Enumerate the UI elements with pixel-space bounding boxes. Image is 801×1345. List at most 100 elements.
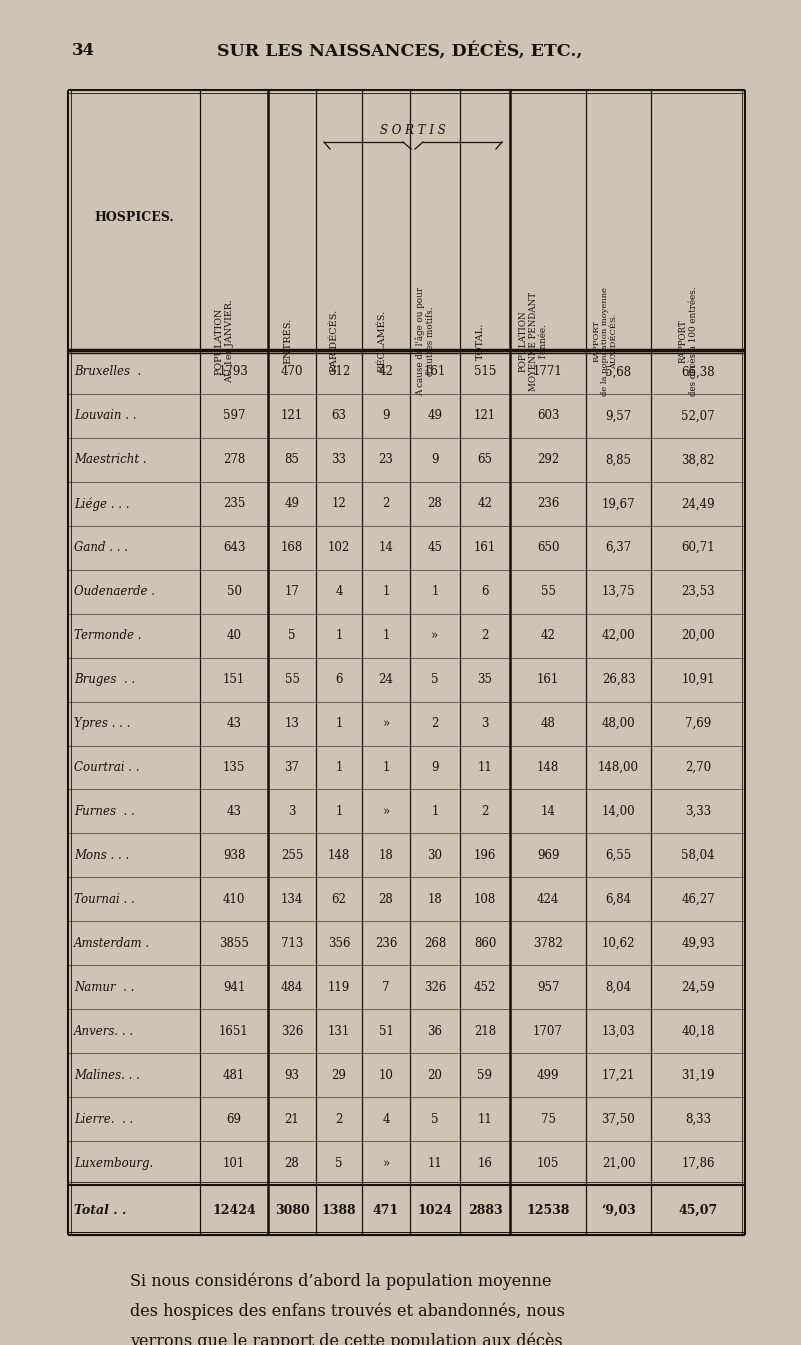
Text: 196: 196: [474, 849, 496, 862]
Text: Total . .: Total . .: [74, 1204, 127, 1216]
Text: 20: 20: [428, 1069, 442, 1081]
Text: Louvain . .: Louvain . .: [74, 409, 136, 422]
Text: 326: 326: [281, 1025, 304, 1038]
Text: 58,04: 58,04: [681, 849, 714, 862]
Text: 1: 1: [382, 761, 390, 773]
Text: 101: 101: [223, 1157, 245, 1170]
Text: des hospices des enfans trouvés et abandonnés, nous: des hospices des enfans trouvés et aband…: [130, 1303, 565, 1321]
Text: 168: 168: [281, 541, 303, 554]
Text: 7: 7: [382, 981, 390, 994]
Text: SUR LES NAISSANCES, DÉCÈS, ETC.,: SUR LES NAISSANCES, DÉCÈS, ETC.,: [217, 42, 583, 61]
Text: Oudenaerde .: Oudenaerde .: [74, 585, 155, 599]
Text: 63: 63: [332, 409, 347, 422]
Text: 12538: 12538: [526, 1204, 570, 1216]
Text: 2: 2: [336, 1112, 343, 1126]
Text: 69: 69: [227, 1112, 241, 1126]
Text: RAPPORT
des décès à 100 entrées.: RAPPORT des décès à 100 entrées.: [678, 286, 698, 395]
Text: 2: 2: [382, 498, 390, 510]
Text: 10: 10: [379, 1069, 393, 1081]
Text: 499: 499: [537, 1069, 559, 1081]
Text: 11: 11: [477, 1112, 493, 1126]
Text: 484: 484: [281, 981, 304, 994]
Text: ‘9,03: ‘9,03: [601, 1204, 636, 1216]
Text: 235: 235: [223, 498, 245, 510]
Text: 33: 33: [332, 453, 347, 467]
Text: Si nous considérons d’abord la population moyenne: Si nous considérons d’abord la populatio…: [130, 1272, 552, 1290]
Text: 1: 1: [431, 585, 439, 599]
Text: »: »: [382, 804, 389, 818]
Text: 23: 23: [379, 453, 393, 467]
Text: Ypres . . .: Ypres . . .: [74, 717, 131, 730]
Text: 1: 1: [336, 761, 343, 773]
Text: 470: 470: [280, 366, 304, 378]
Text: 650: 650: [537, 541, 559, 554]
Text: 50: 50: [227, 585, 241, 599]
Text: 161: 161: [537, 672, 559, 686]
Text: 2,70: 2,70: [685, 761, 711, 773]
Text: Bruxelles  .: Bruxelles .: [74, 366, 141, 378]
Text: Amsterdam .: Amsterdam .: [74, 936, 150, 950]
Text: 37,50: 37,50: [602, 1112, 635, 1126]
Text: 108: 108: [474, 893, 496, 905]
Text: 13,03: 13,03: [602, 1025, 635, 1038]
Text: HOSPICES.: HOSPICES.: [95, 211, 174, 225]
Text: Anvers. . .: Anvers. . .: [74, 1025, 134, 1038]
Text: 2: 2: [481, 804, 489, 818]
Text: 21,00: 21,00: [602, 1157, 635, 1170]
Text: 45,07: 45,07: [678, 1204, 718, 1216]
Text: 10,62: 10,62: [602, 936, 635, 950]
Text: 424: 424: [537, 893, 559, 905]
Text: Bruges  . .: Bruges . .: [74, 672, 135, 686]
Text: 121: 121: [281, 409, 303, 422]
Text: 134: 134: [281, 893, 304, 905]
Text: 14: 14: [541, 804, 555, 818]
Text: Gand . . .: Gand . . .: [74, 541, 128, 554]
Text: 65: 65: [477, 453, 493, 467]
Text: Termonde .: Termonde .: [74, 629, 142, 642]
Text: 93: 93: [284, 1069, 300, 1081]
Text: 14,00: 14,00: [602, 804, 635, 818]
Text: 515: 515: [474, 366, 496, 378]
Text: 597: 597: [223, 409, 245, 422]
Text: 643: 643: [223, 541, 245, 554]
Text: 161: 161: [474, 541, 496, 554]
Text: 17,86: 17,86: [681, 1157, 714, 1170]
Text: Namur  . .: Namur . .: [74, 981, 135, 994]
Text: 8,85: 8,85: [606, 453, 631, 467]
Text: 55: 55: [284, 672, 300, 686]
Text: 85: 85: [284, 453, 300, 467]
Text: TOTAL.: TOTAL.: [476, 323, 485, 359]
Text: 236: 236: [537, 498, 559, 510]
Text: 35: 35: [477, 672, 493, 686]
Text: 24,49: 24,49: [681, 498, 714, 510]
Text: 135: 135: [223, 761, 245, 773]
Text: 218: 218: [474, 1025, 496, 1038]
Text: RAPPORT
de la population moyenne
AUX DÉCÈS.: RAPPORT de la population moyenne AUX DÉC…: [592, 286, 618, 395]
Text: 37: 37: [284, 761, 300, 773]
Text: 452: 452: [474, 981, 496, 994]
Text: 66,38: 66,38: [681, 366, 714, 378]
Text: 3,33: 3,33: [685, 804, 711, 818]
Text: 6: 6: [481, 585, 489, 599]
Text: 49: 49: [284, 498, 300, 510]
Text: 2: 2: [431, 717, 439, 730]
Text: 1024: 1024: [417, 1204, 453, 1216]
Text: 19,67: 19,67: [602, 498, 635, 510]
Text: 21: 21: [284, 1112, 300, 1126]
Text: 12424: 12424: [212, 1204, 256, 1216]
Text: 23,53: 23,53: [681, 585, 714, 599]
Text: verrons que le rapport de cette population aux décès: verrons que le rapport de cette populati…: [130, 1333, 563, 1345]
Text: 4: 4: [336, 585, 343, 599]
Text: 49: 49: [428, 409, 442, 422]
Text: 255: 255: [281, 849, 304, 862]
Text: Maestricht .: Maestricht .: [74, 453, 147, 467]
Text: 9: 9: [382, 409, 390, 422]
Text: 6: 6: [336, 672, 343, 686]
Text: 1388: 1388: [322, 1204, 356, 1216]
Text: 17: 17: [284, 585, 300, 599]
Text: 151: 151: [223, 672, 245, 686]
Text: 11: 11: [477, 761, 493, 773]
Text: 3: 3: [481, 717, 489, 730]
Text: »: »: [382, 717, 389, 730]
Text: POPULATION
AU 1er JANVIER.: POPULATION AU 1er JANVIER.: [215, 299, 234, 383]
